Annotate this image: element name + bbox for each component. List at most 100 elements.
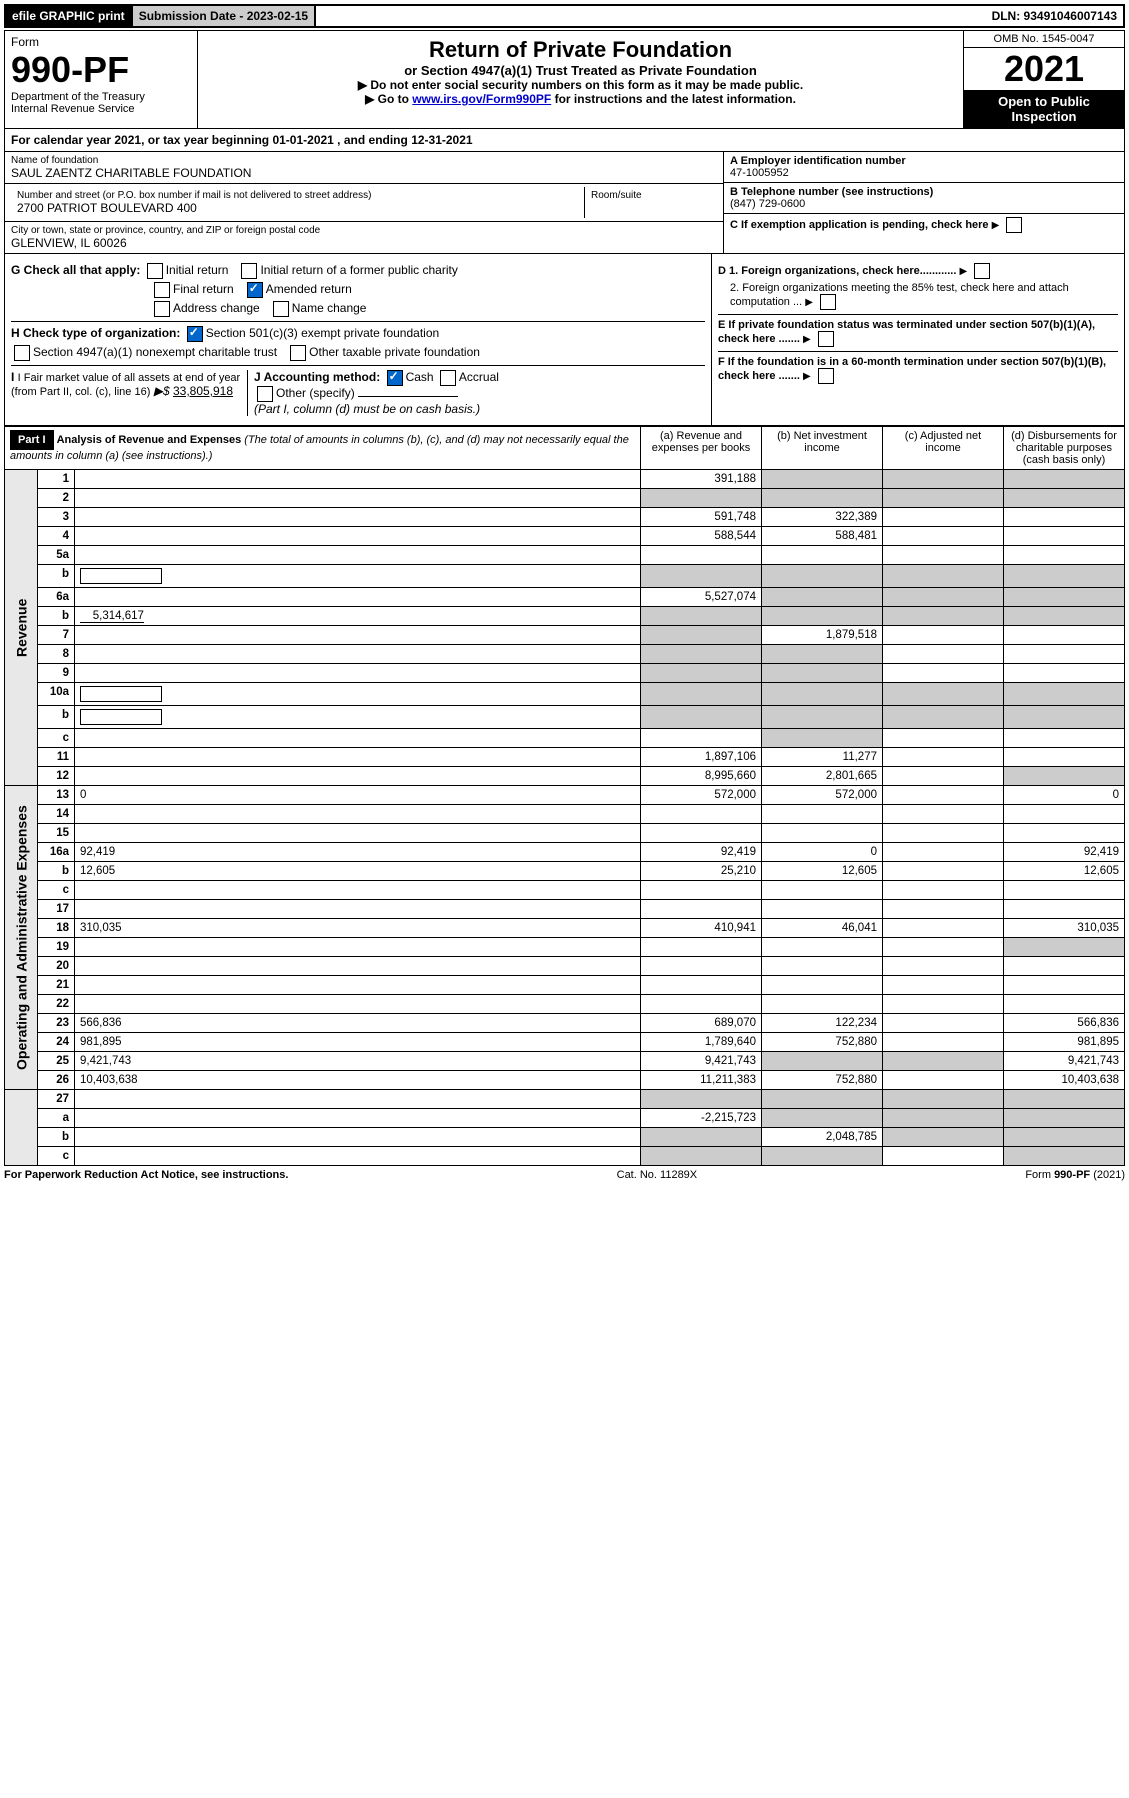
amount-cell — [762, 881, 883, 900]
amount-cell — [1004, 683, 1125, 706]
j-note: (Part I, column (d) must be on cash basi… — [254, 402, 480, 416]
amount-cell — [762, 565, 883, 588]
checkbox-other-method[interactable] — [257, 386, 273, 402]
i-value: 33,805,918 — [173, 384, 233, 398]
row-num: b — [38, 862, 75, 881]
checkbox-initial[interactable] — [147, 263, 163, 279]
amount-cell: 10,403,638 — [1004, 1071, 1125, 1090]
amount-cell: 8,995,660 — [641, 767, 762, 786]
checkbox-f[interactable] — [818, 368, 834, 384]
amount-cell: 12,605 — [762, 862, 883, 881]
amount-cell — [1004, 664, 1125, 683]
city: GLENVIEW, IL 60026 — [11, 236, 717, 250]
addr-label: Number and street (or P.O. box number if… — [17, 190, 578, 201]
row-num: 3 — [38, 508, 75, 527]
c-label: C If exemption application is pending, c… — [730, 219, 989, 231]
amount-cell: 11,211,383 — [641, 1071, 762, 1090]
checkbox-addr-change[interactable] — [154, 301, 170, 317]
checkbox-other-taxable[interactable] — [290, 345, 306, 361]
amount-cell — [1004, 1147, 1125, 1166]
amount-cell — [762, 938, 883, 957]
amount-cell — [641, 607, 762, 626]
amount-cell — [883, 1071, 1004, 1090]
amount-cell: 1,789,640 — [641, 1033, 762, 1052]
amount-cell: 566,836 — [1004, 1014, 1125, 1033]
ein-value: 47-1005952 — [730, 167, 1118, 179]
table-row: b — [5, 565, 1125, 588]
amount-cell — [883, 938, 1004, 957]
row-num: 13 — [38, 786, 75, 805]
checkbox-accrual[interactable] — [440, 370, 456, 386]
j-label: J Accounting method: — [254, 370, 380, 384]
irs-link[interactable]: www.irs.gov/Form990PF — [412, 92, 551, 106]
c-cell: C If exemption application is pending, c… — [724, 214, 1124, 236]
instr-2-pre: ▶ Go to — [365, 92, 412, 106]
amount-cell: 572,000 — [641, 786, 762, 805]
amount-cell: 92,419 — [641, 843, 762, 862]
amount-cell: 5,527,074 — [641, 588, 762, 607]
amount-cell — [1004, 881, 1125, 900]
amount-cell — [1004, 824, 1125, 843]
h-row-2: Section 4947(a)(1) nonexempt charitable … — [11, 345, 705, 361]
amount-cell: 410,941 — [641, 919, 762, 938]
amount-cell — [641, 938, 762, 957]
amount-cell — [641, 995, 762, 1014]
amount-cell — [1004, 565, 1125, 588]
row-desc: 10,403,638 — [75, 1071, 641, 1090]
table-row: 21 — [5, 976, 1125, 995]
form-subtitle: or Section 4947(a)(1) Trust Treated as P… — [204, 63, 957, 78]
row-num: 18 — [38, 919, 75, 938]
amount-cell — [762, 607, 883, 626]
amount-cell — [1004, 1128, 1125, 1147]
row-num: c — [38, 881, 75, 900]
submission-date: Submission Date - 2023-02-15 — [133, 6, 316, 26]
arrow-icon — [805, 296, 817, 308]
checkbox-cash[interactable] — [387, 370, 403, 386]
amount-cell — [762, 588, 883, 607]
row-num: c — [38, 1147, 75, 1166]
table-row: 2610,403,63811,211,383752,88010,403,638 — [5, 1071, 1125, 1090]
amount-cell — [883, 470, 1004, 489]
arrow-icon — [803, 370, 815, 382]
table-row: 24981,8951,789,640752,880981,895 — [5, 1033, 1125, 1052]
pad-cell — [5, 1090, 38, 1166]
amount-cell — [641, 824, 762, 843]
checkbox-501c3[interactable] — [187, 326, 203, 342]
amount-cell — [883, 976, 1004, 995]
amount-cell: 572,000 — [762, 786, 883, 805]
checkbox-d1[interactable] — [974, 263, 990, 279]
row-desc — [75, 1128, 641, 1147]
cal-end: 12-31-2021 — [411, 133, 472, 147]
checkbox-final[interactable] — [154, 282, 170, 298]
amount-cell — [1004, 489, 1125, 508]
checkbox-name-change[interactable] — [273, 301, 289, 317]
amount-cell — [883, 786, 1004, 805]
footer-mid: Cat. No. 11289X — [617, 1169, 698, 1181]
cal-pre: For calendar year 2021, or tax year begi… — [11, 133, 272, 147]
checkbox-c[interactable] — [1006, 217, 1022, 233]
amount-cell: 591,748 — [641, 508, 762, 527]
ein-cell: A Employer identification number 47-1005… — [724, 152, 1124, 183]
amount-cell: 9,421,743 — [641, 1052, 762, 1071]
amount-cell — [641, 546, 762, 565]
amount-cell — [641, 565, 762, 588]
row-num: c — [38, 729, 75, 748]
info-left: Name of foundation SAUL ZAENTZ CHARITABL… — [5, 152, 723, 253]
amount-cell — [641, 1147, 762, 1166]
checkbox-amended[interactable] — [247, 282, 263, 298]
footer: For Paperwork Reduction Act Notice, see … — [4, 1166, 1125, 1184]
row-desc — [75, 767, 641, 786]
checkbox-4947[interactable] — [14, 345, 30, 361]
amount-cell: 0 — [762, 843, 883, 862]
header-mid: Return of Private Foundation or Section … — [198, 31, 963, 128]
checkbox-d2[interactable] — [820, 294, 836, 310]
instr-1: ▶ Do not enter social security numbers o… — [204, 78, 957, 92]
amount-cell — [883, 767, 1004, 786]
row-desc — [75, 565, 641, 588]
cal-begin: 01-01-2021 — [272, 133, 333, 147]
amount-cell — [762, 824, 883, 843]
row-num: 5a — [38, 546, 75, 565]
checkbox-initial-former[interactable] — [241, 263, 257, 279]
amount-cell — [883, 1033, 1004, 1052]
checkbox-e[interactable] — [818, 331, 834, 347]
